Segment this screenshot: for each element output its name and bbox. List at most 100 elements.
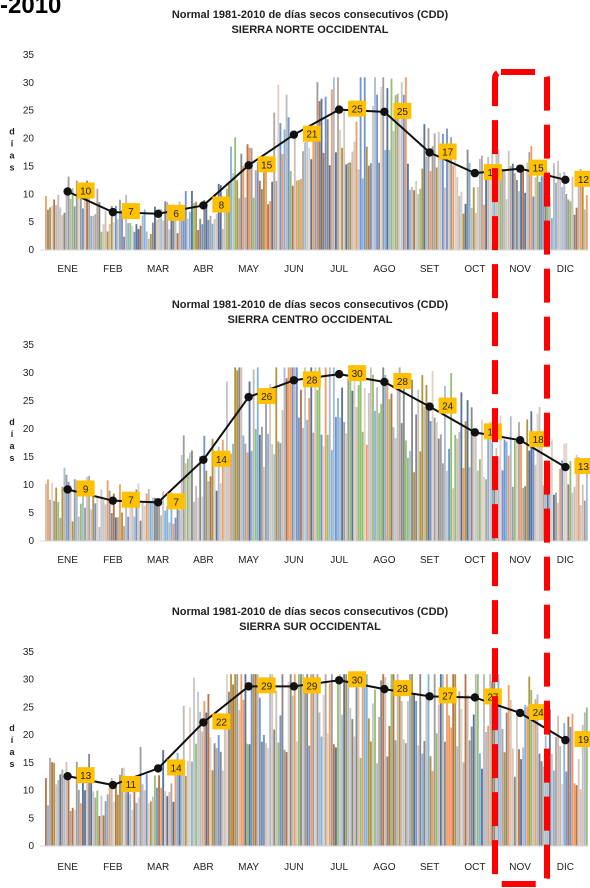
station-bar — [417, 194, 420, 250]
station-bar — [396, 387, 399, 541]
station-bar — [287, 117, 290, 250]
station-bar — [363, 674, 366, 846]
station-bar — [203, 435, 206, 541]
station-bar — [236, 674, 239, 846]
station-bar — [330, 450, 333, 541]
station-bar — [275, 690, 278, 846]
station-bar — [207, 693, 210, 846]
y-tick-label: 30 — [23, 675, 35, 686]
station-bar — [160, 515, 163, 541]
station-bar — [86, 777, 88, 846]
station-bar — [244, 443, 247, 541]
station-bar — [267, 204, 269, 250]
station-bar — [532, 715, 535, 846]
station-bar — [279, 123, 282, 250]
station-bar — [520, 759, 522, 846]
station-bar — [483, 476, 485, 541]
station-bar — [164, 201, 167, 250]
station-bar — [265, 743, 267, 846]
station-bar — [90, 779, 93, 846]
station-bar — [71, 521, 74, 541]
station-bar — [141, 502, 144, 541]
station-bar — [51, 482, 54, 541]
station-bar — [188, 707, 191, 846]
station-bar — [380, 680, 383, 846]
station-bar — [421, 168, 424, 250]
station-bar — [456, 746, 459, 846]
station-bar — [478, 459, 481, 541]
station-bar — [51, 762, 54, 846]
station-bar — [186, 218, 189, 250]
station-bar — [53, 500, 56, 541]
station-bar — [427, 674, 430, 846]
station-bar — [579, 789, 582, 846]
station-bar — [295, 741, 298, 846]
data-label: 28 — [397, 377, 409, 388]
station-bar — [228, 452, 230, 541]
y-tick-label: 35 — [23, 647, 35, 658]
station-bar — [55, 487, 58, 541]
station-bar — [258, 697, 261, 846]
station-bar — [505, 712, 508, 846]
mean-point — [63, 485, 72, 494]
station-bar — [63, 467, 66, 541]
station-bar — [437, 704, 440, 846]
chart-panel-3: Normal 1981-2010 de días secos consecuti… — [9, 606, 590, 873]
station-bar — [201, 496, 204, 541]
station-bar — [565, 443, 568, 541]
station-bar — [516, 179, 518, 250]
station-bar — [207, 481, 210, 541]
data-label: 17 — [442, 148, 454, 159]
station-bar — [256, 674, 259, 846]
station-bar — [154, 497, 156, 541]
y-tick-label: 35 — [23, 340, 35, 351]
y-axis-label: í — [11, 429, 14, 439]
station-bar — [63, 212, 66, 250]
x-tick-label: MAY — [238, 862, 259, 873]
mean-point — [153, 764, 163, 773]
station-bar — [162, 491, 165, 541]
station-bar — [86, 180, 88, 250]
station-bar — [59, 774, 62, 846]
data-label-box — [302, 125, 321, 142]
station-bar — [355, 121, 358, 250]
station-bar — [376, 94, 378, 251]
station-bar — [524, 704, 527, 846]
station-bar — [178, 761, 181, 846]
station-bar — [441, 463, 444, 541]
station-bar — [106, 231, 109, 250]
station-bar — [69, 198, 72, 250]
station-bar — [65, 194, 68, 250]
mean-point — [244, 392, 253, 402]
station-bar — [281, 674, 284, 846]
station-bar — [308, 147, 311, 250]
station-bar — [55, 784, 58, 846]
x-tick-label: NOV — [509, 555, 531, 566]
station-bar — [86, 476, 88, 541]
station-bar — [561, 186, 564, 250]
station-bar — [557, 502, 559, 541]
station-bar — [460, 191, 463, 250]
station-bar — [110, 206, 113, 250]
data-label-box — [348, 671, 367, 688]
x-tick-label: SET — [420, 264, 439, 275]
station-bar — [116, 794, 119, 846]
station-bar — [45, 196, 47, 250]
station-bar — [559, 172, 562, 250]
station-bar — [540, 176, 543, 250]
station-bar — [135, 489, 138, 541]
station-bar — [328, 683, 331, 846]
data-label: 10 — [80, 187, 92, 198]
station-bar — [260, 189, 263, 250]
x-tick-label: JUN — [284, 555, 303, 566]
station-bar — [470, 207, 473, 250]
station-bar — [567, 484, 570, 541]
station-bar — [322, 446, 325, 541]
chart-subtitle: SIERRA NORTE OCCIDENTAL — [231, 24, 388, 36]
station-bar — [365, 146, 368, 250]
nov-highlight-box — [492, 69, 550, 887]
station-bar — [133, 777, 136, 846]
station-bar — [252, 369, 255, 541]
x-tick-label: FEB — [103, 555, 123, 566]
station-bar — [573, 783, 576, 846]
